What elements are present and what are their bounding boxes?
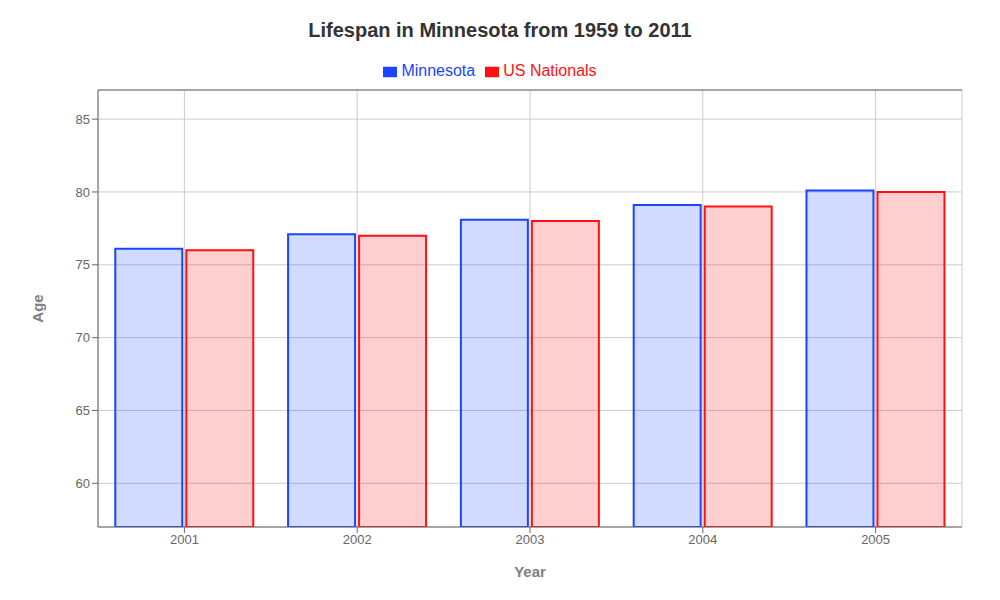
svg-text:85: 85 (76, 112, 90, 127)
svg-text:2003: 2003 (516, 532, 545, 547)
svg-text:60: 60 (76, 476, 90, 491)
html-text:US Nationals: US Nationals (503, 62, 597, 79)
svg-text:2001: 2001 (170, 532, 199, 547)
svg-text:Age: Age (29, 294, 46, 322)
svg-text:Year: Year (514, 563, 546, 580)
svg-text:2005: 2005 (861, 532, 890, 547)
svg-text:65: 65 (76, 403, 90, 418)
svg-text:80: 80 (76, 185, 90, 200)
html-text:Minnesota: Minnesota (401, 62, 476, 79)
svg-text:2002: 2002 (343, 532, 372, 547)
svg-text:70: 70 (76, 330, 90, 345)
svg-text:75: 75 (76, 257, 90, 272)
svg-text:2004: 2004 (688, 532, 717, 547)
html-text:Lifespan in Minnesota from 195: Lifespan in Minnesota from 1959 to 2011 (308, 19, 692, 41)
